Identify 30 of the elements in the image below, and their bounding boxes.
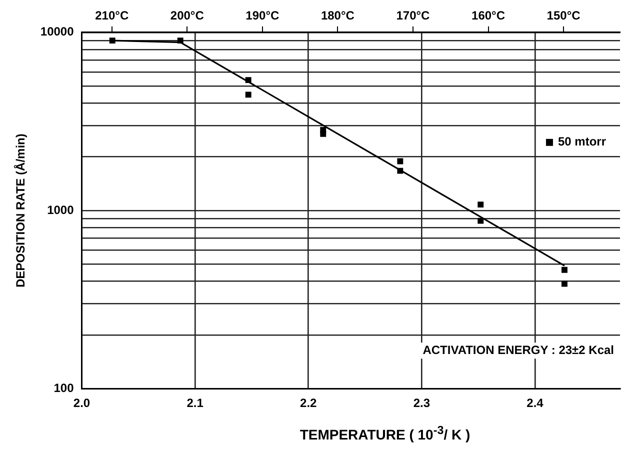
x2-tick-label: 150°C (546, 8, 581, 23)
x2-tick-label: 180°C (320, 8, 355, 23)
point (562, 266, 568, 273)
x-tick-label: 2.2 (300, 396, 318, 410)
x2-tick-label: 190°C (246, 8, 280, 23)
legend-label: 50 mtorr (558, 134, 606, 149)
point (109, 38, 116, 44)
point (320, 130, 326, 137)
x-tick-label: 2.1 (186, 396, 204, 410)
x2-tick-label: 200°C (170, 8, 204, 23)
x-tick-label: 2.4 (526, 396, 544, 410)
point (478, 202, 484, 208)
x-tick-label: 2.3 (413, 396, 430, 410)
point (478, 218, 484, 224)
annotation: ACTIVATION ENERGY : 23±2 Kcal (422, 342, 614, 357)
y-tick-label: 10000 (40, 24, 74, 39)
y-axis-title: DEPOSITION RATE (Å/min) (14, 134, 28, 288)
x-axis-title: TEMPERATURE ( 10$^{-3}$/ K ) (298, 424, 472, 443)
x2-tick-label: 170°C (396, 8, 430, 23)
point (177, 38, 184, 44)
point (397, 168, 404, 174)
y-tick-label: 100 (54, 380, 74, 395)
point (245, 92, 252, 98)
x2-tick-label: 160°C (472, 8, 506, 23)
x-tick-label: 2.0 (73, 396, 90, 410)
x2-tick-label: 210°C (95, 8, 129, 23)
y-tick-label: 1000 (47, 202, 74, 217)
point (562, 280, 568, 287)
point (245, 77, 252, 84)
point (397, 158, 404, 164)
